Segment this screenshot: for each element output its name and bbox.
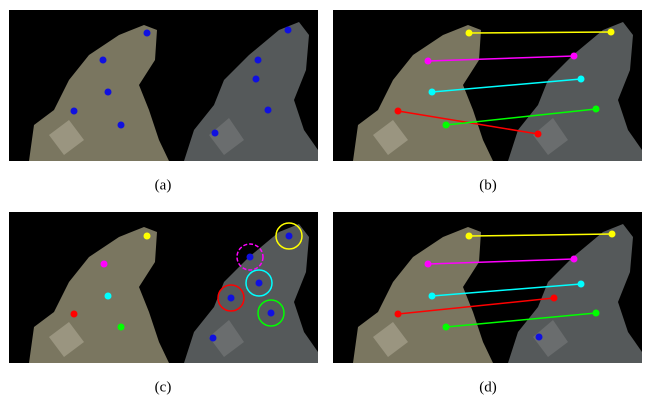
caption: (b) [479, 177, 497, 193]
page: (a) (b) (c) (d) (() => { const data = JS… [0, 0, 650, 403]
caption: (d) [479, 379, 497, 395]
panel-a [9, 10, 318, 161]
figure: (a) (b) (c) (d) [0, 0, 650, 403]
caption: (a) [155, 177, 172, 193]
caption: (c) [155, 379, 172, 395]
